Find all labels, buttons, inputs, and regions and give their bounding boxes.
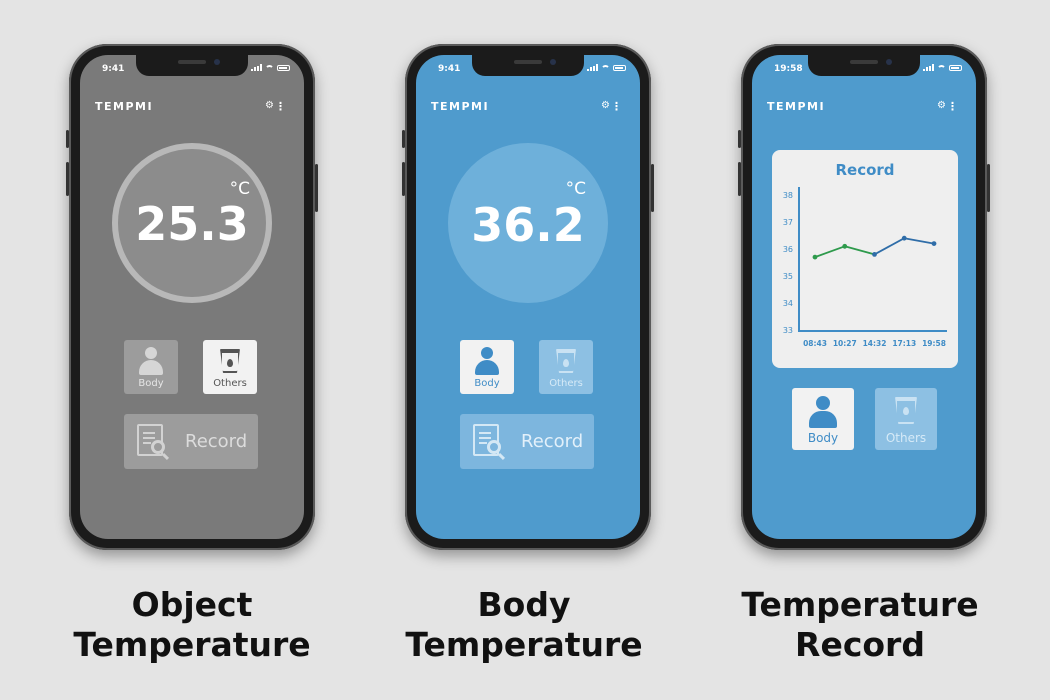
record-card-title: Record [835, 161, 895, 179]
others-mode-button[interactable]: Others [203, 340, 257, 394]
battery-icon [277, 64, 290, 71]
person-icon [139, 347, 163, 375]
y-tick-label: 36 [783, 245, 793, 254]
record-label: Record [521, 431, 584, 452]
caption-line: Temperature [405, 625, 643, 664]
wifi-icon [937, 64, 946, 71]
wifi-icon [601, 64, 610, 71]
x-tick-label: 19:58 [922, 339, 946, 348]
x-tick-label: 10:27 [833, 339, 857, 348]
series-segment [874, 237, 905, 256]
record-button[interactable]: Record [124, 414, 258, 469]
wifi-icon [265, 64, 274, 71]
record-button[interactable]: Record [460, 414, 594, 469]
x-tick-label: 14:32 [863, 339, 887, 348]
y-tick-label: 38 [783, 191, 793, 200]
battery-icon [613, 64, 626, 71]
more-vertical-icon[interactable]: ⋮ [275, 100, 286, 113]
y-tick-label: 33 [783, 326, 793, 335]
data-point [901, 235, 907, 241]
caption-line: Object [131, 585, 253, 624]
caption-line: Record [795, 625, 925, 664]
body-mode-label: Body [807, 431, 839, 445]
caption-line: Temperature [73, 625, 311, 664]
data-point [872, 252, 877, 257]
y-tick-label: 34 [783, 299, 793, 308]
cup-icon [220, 349, 240, 373]
document-search-icon [473, 424, 499, 456]
data-point [812, 254, 818, 260]
temperature-unit: °C [565, 179, 586, 199]
signal-icon [587, 64, 598, 71]
series-segment [904, 237, 935, 245]
data-point [931, 241, 937, 246]
temperature-line-chart: 33 34 35 36 37 38 08:43 10:27 14:32 17:13 19:58 [783, 187, 947, 348]
app-logo: TEMPMI [767, 100, 826, 113]
y-tick-label: 35 [783, 272, 793, 281]
battery-icon [949, 64, 962, 71]
body-mode-button[interactable]: Body [460, 340, 514, 394]
more-vertical-icon[interactable]: ⋮ [611, 100, 622, 113]
status-time: 9:41 [102, 64, 125, 74]
phone-temperature-record: 19:58 TEMPMI ⚙ ⋮ Record 33 34 35 36 37 38 08:4… [738, 44, 990, 550]
caption-line: Body [477, 585, 571, 624]
others-mode-label: Others [885, 431, 927, 445]
x-tick-label: 08:43 [803, 339, 827, 348]
caption-body-temperature: Body Temperature [374, 585, 674, 665]
cup-icon [895, 397, 917, 424]
app-screen: 9:41 TEMPMI ⚙ ⋮ °C 36.2 Body Others [416, 55, 640, 539]
app-logo: TEMPMI [95, 100, 154, 113]
app-screen: 19:58 TEMPMI ⚙ ⋮ Record 33 34 35 36 37 38 08:4… [752, 55, 976, 539]
temperature-value: 25.3 [135, 197, 249, 251]
temperature-dial: °C 25.3 [112, 143, 272, 303]
body-mode-label: Body [138, 378, 164, 389]
y-tick-label: 37 [783, 218, 793, 227]
others-mode-button[interactable]: Others [875, 388, 937, 450]
document-search-icon [137, 424, 163, 456]
signal-icon [251, 64, 262, 71]
status-icons [251, 64, 290, 71]
phone-body-temperature: 9:41 TEMPMI ⚙ ⋮ °C 36.2 Body Others [402, 44, 654, 550]
others-mode-label: Others [213, 378, 247, 389]
app-screen: 9:41 TEMPMI ⚙ ⋮ °C 25.3 Body Others [80, 55, 304, 539]
temperature-dial: °C 36.2 [448, 143, 608, 303]
status-icons [587, 64, 626, 71]
data-point [842, 243, 848, 249]
series-segment [844, 245, 875, 256]
more-vertical-icon[interactable]: ⋮ [947, 100, 958, 113]
temperature-unit: °C [229, 179, 250, 199]
caption-line: Temperature [741, 585, 979, 624]
phone-object-temperature: 9:41 TEMPMI ⚙ ⋮ °C 25.3 Body Others [66, 44, 318, 550]
person-icon [475, 347, 499, 375]
others-mode-label: Others [549, 378, 583, 389]
temperature-value: 36.2 [471, 198, 585, 252]
body-mode-label: Body [474, 378, 500, 389]
record-label: Record [185, 431, 248, 452]
body-mode-button[interactable]: Body [124, 340, 178, 394]
gear-icon[interactable]: ⚙ [265, 100, 274, 111]
status-icons [923, 64, 962, 71]
cup-icon [556, 349, 576, 373]
body-mode-button[interactable]: Body [792, 388, 854, 450]
gear-icon[interactable]: ⚙ [601, 100, 610, 111]
others-mode-button[interactable]: Others [539, 340, 593, 394]
signal-icon [923, 64, 934, 71]
gear-icon[interactable]: ⚙ [937, 100, 946, 111]
record-card: Record 33 34 35 36 37 38 08:43 10:27 14:32 17:13 1… [772, 150, 958, 368]
series-segment [814, 245, 846, 258]
caption-object-temperature: Object Temperature [42, 585, 342, 665]
status-time: 9:41 [438, 64, 461, 74]
caption-temperature-record: Temperature Record [710, 585, 1010, 665]
x-tick-label: 17:13 [892, 339, 916, 348]
person-icon [809, 396, 837, 428]
app-logo: TEMPMI [431, 100, 490, 113]
status-time: 19:58 [774, 64, 803, 74]
